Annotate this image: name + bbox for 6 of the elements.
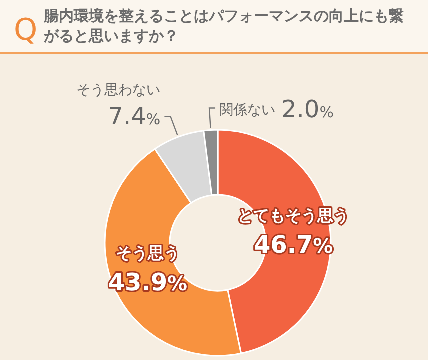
chart-title: 腸内環境を整えることはパフォーマンスの向上にも繋がると思いますか？ bbox=[44, 6, 404, 46]
data-label: 7.4% bbox=[108, 102, 161, 131]
slice-label: そう思わない bbox=[76, 82, 161, 99]
data-label: 2.0% bbox=[282, 95, 334, 124]
text: Q bbox=[14, 13, 38, 48]
slice-label: 関係ない bbox=[220, 102, 276, 118]
